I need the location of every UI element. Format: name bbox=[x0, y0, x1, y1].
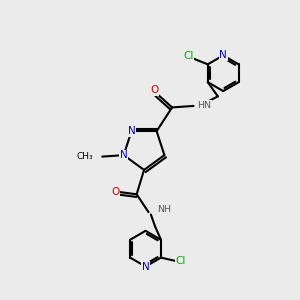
Text: HN: HN bbox=[197, 100, 212, 109]
Text: N: N bbox=[142, 262, 149, 272]
Text: NH: NH bbox=[158, 205, 171, 214]
Text: O: O bbox=[151, 85, 159, 95]
Text: O: O bbox=[112, 187, 120, 197]
Text: N: N bbox=[128, 126, 135, 136]
Text: Cl: Cl bbox=[175, 256, 185, 266]
Text: N: N bbox=[120, 150, 128, 160]
Text: CH₃: CH₃ bbox=[76, 152, 93, 161]
Text: N: N bbox=[219, 50, 227, 60]
Text: Cl: Cl bbox=[183, 51, 194, 61]
